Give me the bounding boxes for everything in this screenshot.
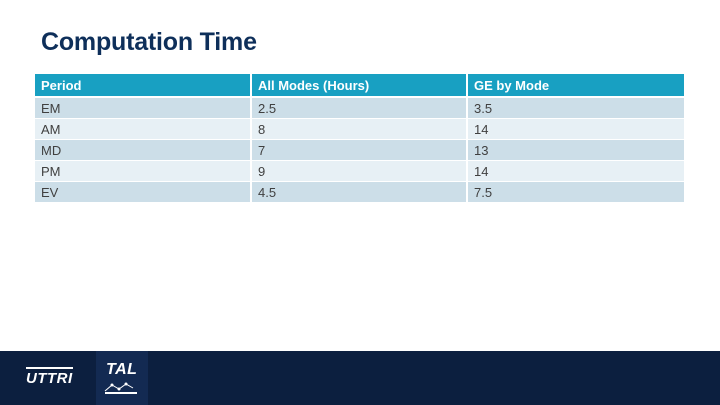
- column-header-ge-by-mode: GE by Mode: [467, 74, 684, 98]
- tal-network-icon: [104, 382, 137, 394]
- all-modes-cell: 2.5: [251, 97, 468, 119]
- footer-bar: UTTRI TAL: [0, 351, 720, 405]
- tal-logo: TAL: [96, 351, 148, 405]
- column-header-all-modes: All Modes (Hours): [251, 74, 468, 98]
- period-cell: PM: [35, 160, 252, 182]
- all-modes-cell: 8: [251, 118, 468, 140]
- column-header-period: Period: [35, 74, 252, 98]
- period-cell: AM: [35, 118, 252, 140]
- ge-by-mode-cell: 14: [467, 118, 684, 140]
- uttri-logo: UTTRI: [26, 367, 73, 387]
- table-row: EM 2.5 3.5: [35, 97, 684, 119]
- tal-logo-text: TAL: [106, 361, 138, 378]
- all-modes-cell: 7: [251, 139, 468, 161]
- table-row: MD 7 13: [35, 139, 684, 161]
- period-cell: EM: [35, 97, 252, 119]
- table-header-row: Period All Modes (Hours) GE by Mode: [35, 74, 684, 98]
- table-row: PM 9 14: [35, 160, 684, 182]
- table-row: EV 4.5 7.5: [35, 181, 684, 203]
- all-modes-cell: 4.5: [251, 181, 468, 203]
- ge-by-mode-cell: 13: [467, 139, 684, 161]
- uttri-logo-bar: [26, 367, 73, 369]
- all-modes-cell: 9: [251, 160, 468, 182]
- ge-by-mode-cell: 3.5: [467, 97, 684, 119]
- period-cell: MD: [35, 139, 252, 161]
- slide-title: Computation Time: [41, 28, 257, 56]
- ge-by-mode-cell: 7.5: [467, 181, 684, 203]
- table-row: AM 8 14: [35, 118, 684, 140]
- computation-time-table: Period All Modes (Hours) GE by Mode EM 2…: [35, 74, 684, 203]
- ge-by-mode-cell: 14: [467, 160, 684, 182]
- uttri-logo-text: UTTRI: [26, 370, 73, 387]
- period-cell: EV: [35, 181, 252, 203]
